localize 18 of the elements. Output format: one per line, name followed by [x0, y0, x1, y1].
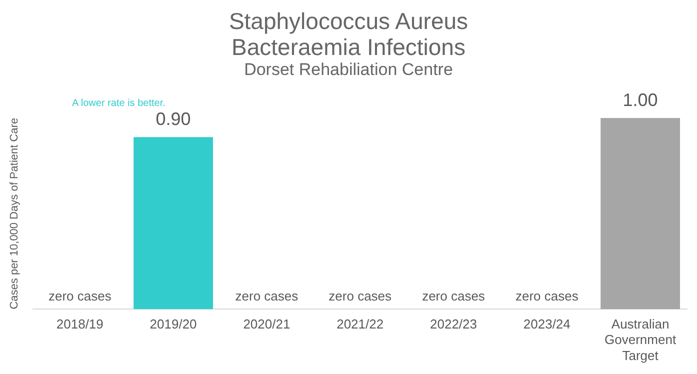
- chart-title: Staphylococcus Aureus Bacteraemia Infections: [228, 8, 470, 60]
- x-tick-label: 2023/24: [523, 316, 570, 332]
- data-label: zero cases: [328, 288, 392, 304]
- x-tick-label: 2020/21: [243, 316, 290, 332]
- x-tick-label: Australian Government Target: [604, 316, 676, 363]
- data-label: 1.00: [622, 90, 658, 110]
- data-label: zero cases: [515, 288, 579, 304]
- y-axis-title: Cases per 10,000 Days of Patient Care: [8, 118, 21, 310]
- data-label: zero cases: [235, 288, 299, 304]
- text: A lower rate is better.: [72, 98, 166, 109]
- x-tick-label: 2019/20: [150, 316, 197, 332]
- chart-subtitle: Dorset Rehabiliation Centre: [243, 60, 454, 80]
- x-tick-label: 2021/22: [336, 316, 384, 332]
- data-label: zero cases: [422, 288, 486, 304]
- x-tick-label: 2018/19: [56, 316, 104, 332]
- data-label: 0.90: [156, 109, 191, 130]
- data-label: zero cases: [48, 288, 112, 304]
- x-tick-label: 2022/23: [430, 316, 477, 332]
